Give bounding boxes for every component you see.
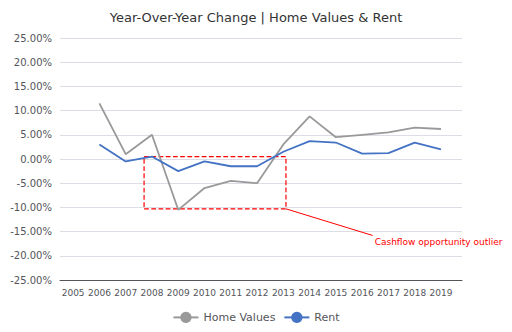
svg-text:-20.00%: -20.00% bbox=[10, 250, 52, 261]
svg-text:2019: 2019 bbox=[430, 288, 453, 298]
svg-text:Home Values: Home Values bbox=[203, 311, 275, 324]
svg-text:2013: 2013 bbox=[272, 288, 295, 298]
svg-text:2014: 2014 bbox=[298, 288, 321, 298]
svg-text:2008: 2008 bbox=[141, 288, 164, 298]
svg-text:Cashflow opportunity outlier: Cashflow opportunity outlier bbox=[375, 237, 503, 247]
svg-text:2010: 2010 bbox=[193, 288, 216, 298]
svg-text:2007: 2007 bbox=[114, 288, 137, 298]
svg-text:25.00%: 25.00% bbox=[14, 33, 52, 44]
svg-text:2012: 2012 bbox=[246, 288, 269, 298]
svg-text:0.00%: 0.00% bbox=[20, 154, 52, 165]
svg-text:2017: 2017 bbox=[377, 288, 400, 298]
svg-text:Rent: Rent bbox=[314, 311, 340, 324]
svg-text:-5.00%: -5.00% bbox=[17, 178, 52, 189]
svg-text:Year-Over-Year Change | Home V: Year-Over-Year Change | Home Values & Re… bbox=[109, 10, 403, 25]
svg-text:-15.00%: -15.00% bbox=[10, 226, 52, 237]
svg-text:2016: 2016 bbox=[351, 288, 374, 298]
svg-text:2006: 2006 bbox=[88, 288, 111, 298]
svg-text:-25.00%: -25.00% bbox=[10, 275, 52, 286]
svg-text:2011: 2011 bbox=[219, 288, 242, 298]
svg-text:2005: 2005 bbox=[62, 288, 85, 298]
svg-text:5.00%: 5.00% bbox=[20, 129, 52, 140]
svg-text:2009: 2009 bbox=[167, 288, 190, 298]
svg-text:15.00%: 15.00% bbox=[14, 81, 52, 92]
svg-text:10.00%: 10.00% bbox=[14, 105, 52, 116]
svg-text:2015: 2015 bbox=[324, 288, 347, 298]
svg-text:2018: 2018 bbox=[403, 288, 426, 298]
svg-text:-10.00%: -10.00% bbox=[10, 202, 52, 213]
svg-text:20.00%: 20.00% bbox=[14, 57, 52, 68]
